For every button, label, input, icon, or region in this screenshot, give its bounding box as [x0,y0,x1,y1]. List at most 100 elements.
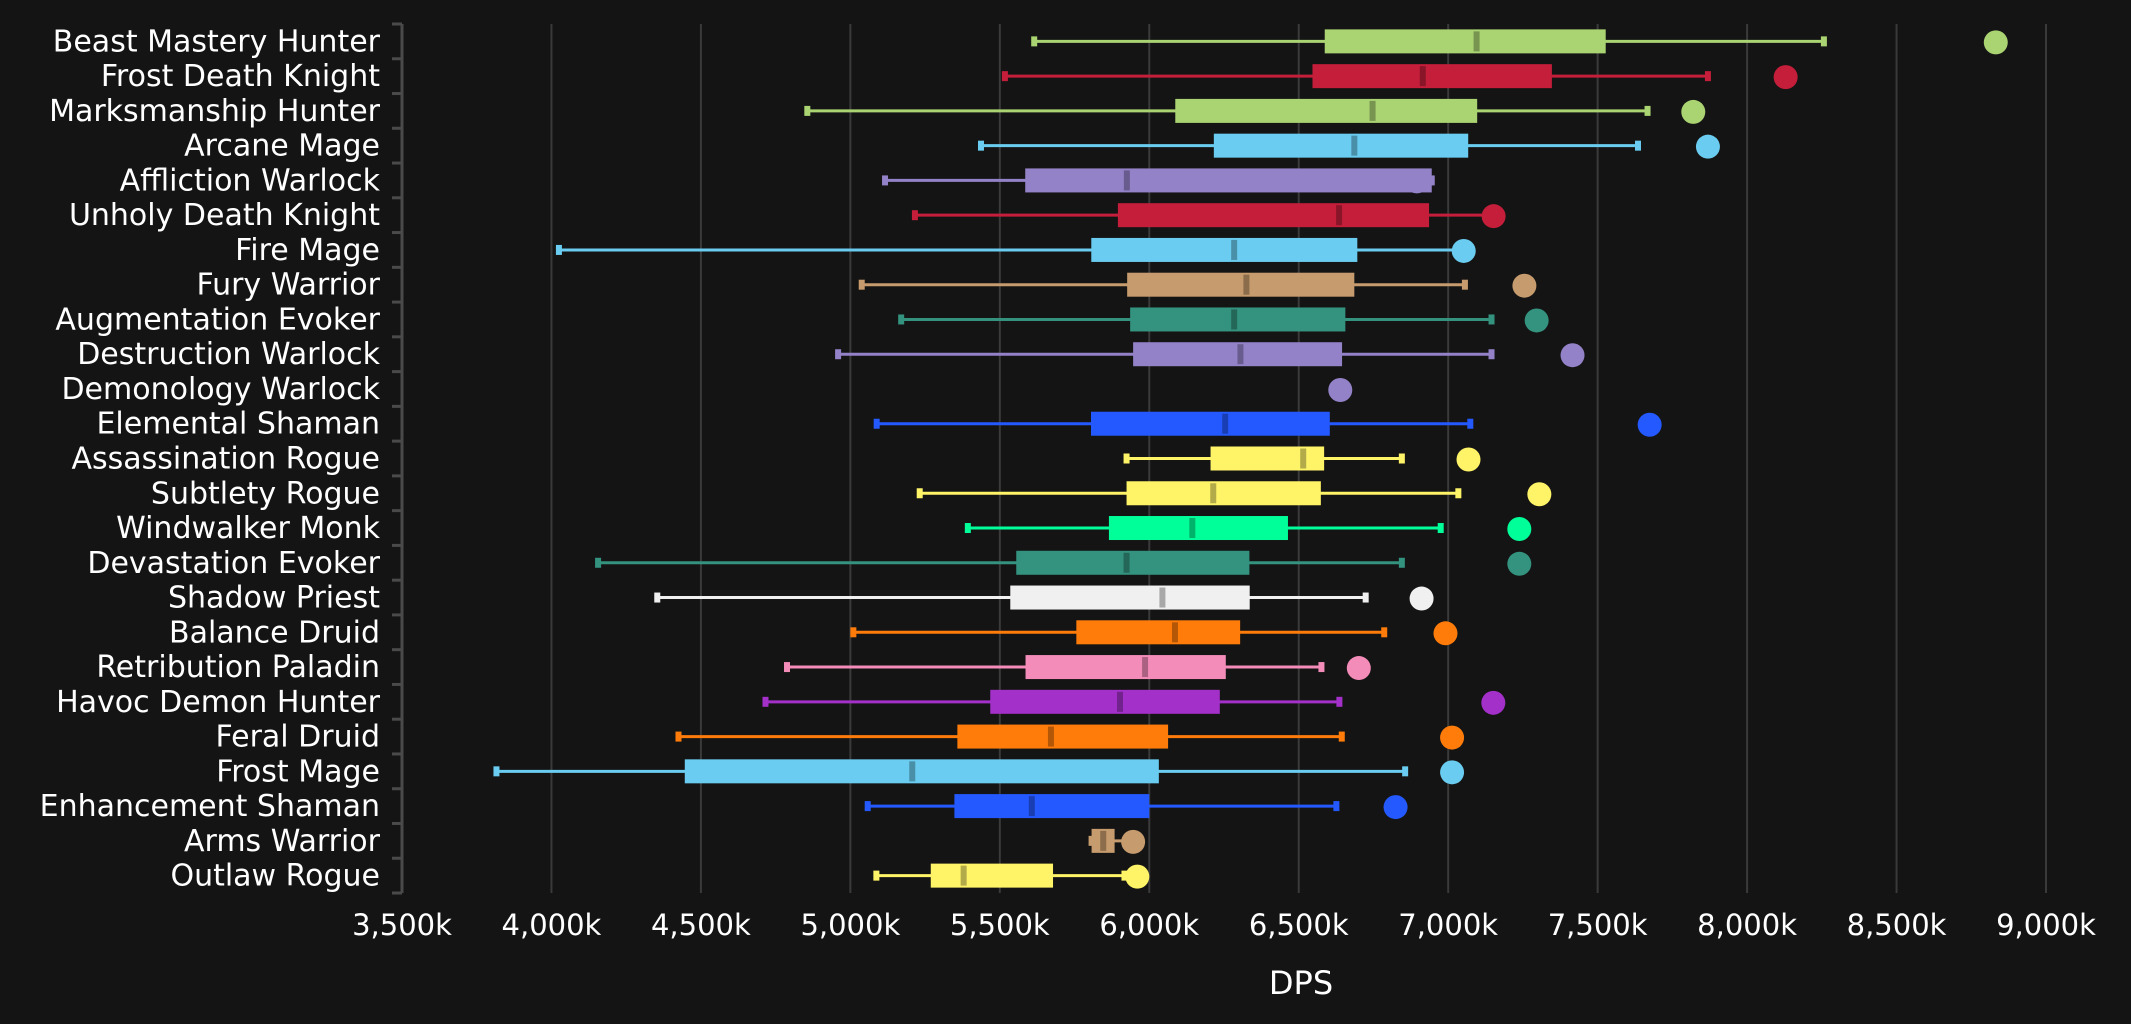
box-row [675,724,1465,750]
iqr-box [1312,64,1552,89]
median-mark [1189,518,1196,539]
box-row [1123,446,1481,472]
highlight-point [1507,517,1532,542]
iqr-box [1076,620,1241,645]
whisker-max-cap [1318,662,1325,673]
iqr-box [1010,585,1250,610]
whisker-min-cap [850,627,857,638]
whisker-max-cap [1381,627,1388,638]
category-label: Demonology Warlock [61,372,380,407]
highlight-point [1524,308,1549,333]
box-row [916,481,1552,507]
iqr-box [1117,203,1430,228]
x-axis-tick-labels: 3,500k 4,000k 4,500k 5,000k 5,500k 6,000k 6,50… [352,908,2096,942]
whisker-min-cap [898,314,905,325]
whisker-min-cap [804,105,811,116]
median-mark [1231,239,1238,260]
iqr-box [1324,29,1606,54]
box-row [1088,828,1146,854]
median-mark [1237,344,1244,365]
highlight-point [1346,656,1371,681]
category-label: Destruction Warlock [77,337,380,372]
median-mark [1116,691,1123,712]
whisker-min-cap [595,557,602,568]
x-tick-label: 7,000k [1398,908,1498,942]
box-row [898,307,1549,333]
median-mark [1473,31,1480,52]
highlight-point [1983,30,2008,55]
iqr-box [1108,516,1288,541]
highlight-point [1681,99,1706,124]
whisker-min-cap [911,210,918,221]
box-row [1328,377,1353,402]
box-row [835,342,1585,368]
iqr-box [1210,446,1325,471]
category-label: Outlaw Rogue [170,859,380,894]
box-row [654,585,1434,611]
x-tick-label: 8,500k [1847,908,1947,942]
whisker-max-cap [1121,870,1128,881]
highlight-point [1527,482,1552,507]
median-mark [1047,726,1054,747]
category-label: Arms Warrior [184,824,381,859]
whisker-max-cap [1461,279,1468,290]
x-tick-label: 6,000k [1099,908,1199,942]
x-tick-label: 4,000k [502,908,602,942]
iqr-box [1213,133,1469,158]
box-row [977,133,1720,159]
highlight-point [1383,795,1408,820]
whisker-min-cap [873,418,880,429]
highlight-point [1409,586,1434,611]
category-label: Unholy Death Knight [69,198,380,233]
category-label: Enhancement Shaman [40,789,380,824]
median-mark [1419,66,1426,87]
iqr-box [1091,237,1358,262]
iqr-box [1126,481,1321,506]
iqr-box [954,794,1150,819]
whisker-min-cap [1001,71,1008,82]
whisker-min-cap [916,488,923,499]
iqr-box [1175,98,1478,123]
whisker-min-cap [783,662,790,673]
box-row [873,411,1662,437]
highlight-point [1451,238,1476,263]
whisker-min-cap [873,870,880,881]
highlight-point [1125,864,1150,889]
category-label: Elemental Shaman [96,407,380,442]
median-mark [1369,100,1376,121]
box-row [762,689,1506,715]
box-row [804,98,1706,124]
box-row [783,655,1371,681]
whisker-min-cap [1031,36,1038,47]
whisker-max-cap [1402,766,1409,777]
whisker-max-cap [1362,592,1369,603]
highlight-point [1433,621,1458,646]
highlight-point [1328,377,1353,402]
whisker-min-cap [493,766,500,777]
whisker-max-cap [1398,453,1405,464]
iqr-box [1025,168,1432,193]
whisker-min-cap [762,696,769,707]
boxes [493,29,2008,889]
box-row [873,863,1150,889]
category-label: Windwalker Monk [116,511,381,546]
box-row [1031,29,2008,55]
box-row [850,620,1458,646]
highlight-point [1773,65,1798,90]
median-mark [909,761,916,782]
highlight-point [1440,725,1465,750]
median-mark [1028,796,1035,817]
median-mark [1351,135,1358,156]
category-label: Balance Druid [169,615,380,650]
box-row [555,237,1476,263]
box-row [1001,64,1798,90]
category-label: Arcane Mage [184,129,380,164]
whisker-min-cap [858,279,865,290]
category-label: Retribution Paladin [96,650,380,685]
whisker-min-cap [654,592,661,603]
whisker-min-cap [882,175,889,186]
iqr-box [1016,550,1250,575]
category-label: Frost Mage [216,754,380,789]
category-label: Frost Death Knight [101,59,380,94]
iqr-box [990,689,1220,714]
